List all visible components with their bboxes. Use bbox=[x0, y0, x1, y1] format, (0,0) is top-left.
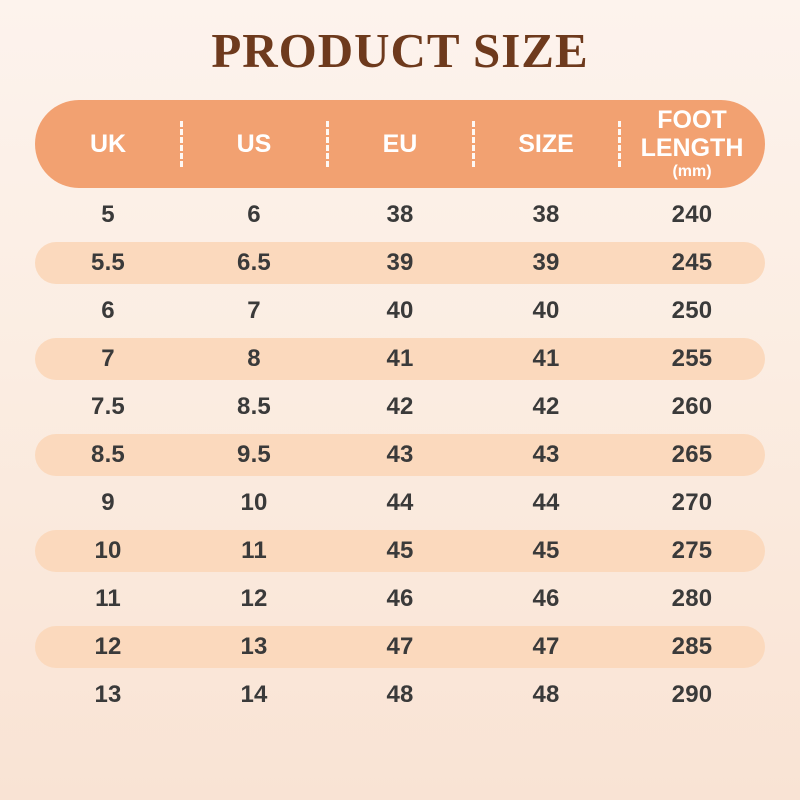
table-cell: 285 bbox=[671, 632, 713, 660]
table-cell: 10 bbox=[94, 536, 122, 564]
table-cell: 13 bbox=[240, 632, 268, 660]
column-header-size: SIZE bbox=[473, 100, 619, 188]
table-cell: 5.5 bbox=[91, 248, 125, 276]
table-row: 10 11 45 45 275 bbox=[35, 529, 765, 572]
column-header-uk: UK bbox=[35, 100, 181, 188]
table-row: 8.5 9.5 43 43 265 bbox=[35, 433, 765, 476]
table-cell: 260 bbox=[671, 392, 713, 420]
table-row: 13 14 48 48 290 bbox=[35, 674, 765, 716]
table-cell: 14 bbox=[240, 680, 268, 708]
table-row: 5.5 6.5 39 39 245 bbox=[35, 241, 765, 284]
table-cell: 270 bbox=[671, 488, 713, 516]
column-header-label: UK bbox=[89, 129, 127, 158]
column-header-us: US bbox=[181, 100, 327, 188]
table-row: 9 10 44 44 270 bbox=[35, 482, 765, 524]
table-cell: 10 bbox=[240, 488, 268, 516]
table-header-row: UK US EU SIZE FOOT LENGTH (mm) bbox=[35, 99, 765, 188]
table-cell: 48 bbox=[386, 680, 414, 708]
table-cell: 12 bbox=[240, 584, 268, 612]
column-header-foot-length: FOOT LENGTH (mm) bbox=[619, 100, 765, 188]
column-header-eu: EU bbox=[327, 100, 473, 188]
table-cell: 47 bbox=[386, 632, 414, 660]
table-cell: 9.5 bbox=[237, 440, 271, 468]
column-header-label: FOOT LENGTH bbox=[640, 106, 744, 163]
column-header-label: US bbox=[236, 129, 272, 158]
table-cell: 43 bbox=[532, 440, 560, 468]
table-cell: 12 bbox=[94, 632, 122, 660]
table-body: 5 6 38 38 240 5.5 6.5 39 39 245 6 7 40 40 250 7 8 41 41 255… bbox=[35, 194, 765, 716]
table-cell: 9 bbox=[101, 488, 115, 516]
table-cell: 7 bbox=[101, 344, 115, 372]
table-cell: 44 bbox=[532, 488, 560, 516]
table-cell: 8 bbox=[247, 344, 261, 372]
table-row: 11 12 46 46 280 bbox=[35, 578, 765, 620]
column-header-label: EU bbox=[382, 129, 418, 158]
table-cell: 7.5 bbox=[91, 392, 125, 420]
size-table: UK US EU SIZE FOOT LENGTH (mm) 5 6 38 38 240 5.5 6.… bbox=[35, 99, 765, 716]
table-cell: 255 bbox=[671, 344, 713, 372]
column-header-unit: (mm) bbox=[672, 163, 712, 181]
table-cell: 42 bbox=[386, 392, 414, 420]
table-cell: 48 bbox=[532, 680, 560, 708]
column-header-label: SIZE bbox=[518, 129, 574, 158]
table-cell: 240 bbox=[671, 200, 713, 228]
table-cell: 280 bbox=[671, 584, 713, 612]
table-cell: 41 bbox=[532, 344, 560, 372]
table-cell: 11 bbox=[241, 536, 267, 564]
table-cell: 39 bbox=[532, 248, 560, 276]
table-row: 12 13 47 47 285 bbox=[35, 625, 765, 668]
table-cell: 44 bbox=[386, 488, 414, 516]
table-cell: 46 bbox=[532, 584, 560, 612]
table-cell: 41 bbox=[386, 344, 414, 372]
table-cell: 45 bbox=[386, 536, 414, 564]
table-cell: 5 bbox=[101, 200, 115, 228]
table-cell: 11 bbox=[95, 584, 121, 612]
table-row: 7.5 8.5 42 42 260 bbox=[35, 386, 765, 428]
table-cell: 42 bbox=[532, 392, 560, 420]
table-cell: 45 bbox=[532, 536, 560, 564]
table-cell: 13 bbox=[94, 680, 122, 708]
table-cell: 8.5 bbox=[237, 392, 271, 420]
table-cell: 7 bbox=[247, 296, 261, 324]
table-cell: 38 bbox=[532, 200, 560, 228]
table-cell: 245 bbox=[671, 248, 713, 276]
table-cell: 40 bbox=[386, 296, 414, 324]
table-row: 5 6 38 38 240 bbox=[35, 194, 765, 236]
table-row: 7 8 41 41 255 bbox=[35, 337, 765, 380]
table-cell: 43 bbox=[386, 440, 414, 468]
table-cell: 47 bbox=[532, 632, 560, 660]
table-cell: 38 bbox=[386, 200, 414, 228]
table-cell: 40 bbox=[532, 296, 560, 324]
table-cell: 290 bbox=[671, 680, 713, 708]
table-cell: 46 bbox=[386, 584, 414, 612]
table-cell: 250 bbox=[671, 296, 713, 324]
table-row: 6 7 40 40 250 bbox=[35, 290, 765, 332]
table-cell: 6.5 bbox=[237, 248, 271, 276]
table-cell: 275 bbox=[671, 536, 713, 564]
table-cell: 39 bbox=[386, 248, 414, 276]
table-cell: 265 bbox=[671, 440, 713, 468]
table-cell: 6 bbox=[101, 296, 115, 324]
table-cell: 6 bbox=[247, 200, 261, 228]
table-cell: 8.5 bbox=[91, 440, 125, 468]
page-title: PRODUCT SIZE bbox=[211, 23, 589, 78]
